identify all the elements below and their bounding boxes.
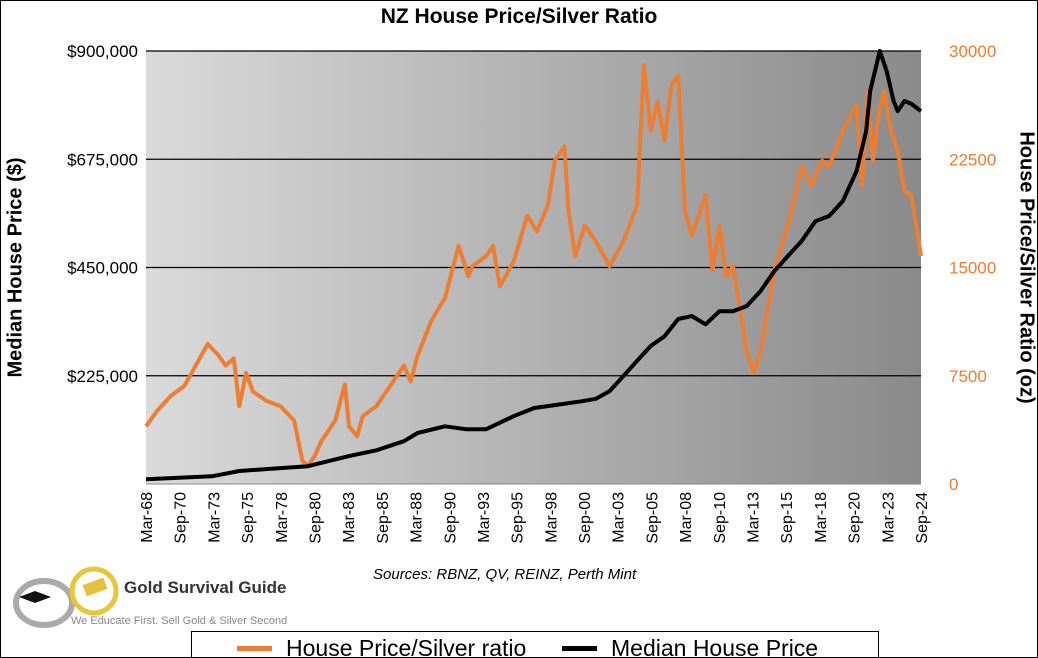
x-tick-label: Sep-80 (307, 492, 324, 544)
ratio-series-line (144, 63, 923, 468)
y-tick-label: $450,000 (67, 259, 138, 278)
x-tick-label: Mar-18 (813, 492, 830, 543)
x-tick-label: Sep-15 (779, 492, 796, 544)
x-tick-label: Mar-93 (476, 492, 493, 543)
y2-tick-label: 0 (949, 475, 958, 494)
x-tick-label: Sep-95 (510, 492, 527, 544)
y2-tick-label: 15000 (949, 259, 996, 278)
legend-swatch-orange (237, 646, 272, 651)
y2-tick-label: 30000 (949, 42, 996, 61)
legend-label: House Price/Silver ratio (286, 635, 527, 658)
x-tick-label: Mar-13 (746, 492, 763, 543)
x-tick-label: Mar-08 (678, 492, 695, 543)
x-tick-label: Sep-85 (375, 492, 392, 544)
x-tick-label: Mar-83 (341, 492, 358, 543)
svg-text:Gold Survival Guide: Gold Survival Guide (124, 578, 286, 597)
legend: House Price/Silver ratio Median House Pr… (191, 631, 879, 658)
y2-tick-label: 22500 (949, 150, 996, 169)
x-tick-label: Sep-24 (914, 492, 931, 544)
x-tick-label: Mar-88 (409, 492, 426, 543)
x-tick-label: Mar-78 (274, 492, 291, 543)
x-tick-label: Mar-68 (139, 492, 156, 543)
svg-text:We Educate First. Sell Gold &: We Educate First. Sell Gold & Silver Sec… (71, 615, 287, 627)
legend-swatch-black (562, 646, 597, 651)
house-price-series-line (145, 49, 923, 482)
x-tick-label: Sep-70 (173, 492, 190, 544)
logo: Gold Survival Guide We Educate First. Se… (9, 561, 299, 631)
x-tick-label: Sep-00 (577, 492, 594, 544)
x-tick-label: Sep-20 (847, 492, 864, 544)
x-tick-label: Mar-73 (206, 492, 223, 543)
legend-label: Median House Price (611, 635, 819, 658)
source-note: Sources: RBNZ, QV, REINZ, Perth Mint (373, 566, 637, 583)
legend-item-house-price: Median House Price (562, 635, 819, 658)
x-tick-label: Sep-90 (442, 492, 459, 544)
legend-item-ratio: House Price/Silver ratio (237, 635, 527, 658)
x-tick-label: Mar-98 (543, 492, 560, 543)
plot-area: $900,000 $675,000 $450,000 $225,000 30000 225… (67, 42, 996, 544)
chart-title: NZ House Price/Silver Ratio (380, 5, 658, 28)
y-tick-label: $225,000 (67, 367, 138, 386)
y-tick-label: $900,000 (67, 42, 138, 61)
x-tick-label: Mar-23 (880, 492, 897, 543)
x-tick-label: Sep-10 (712, 492, 729, 544)
x-tick-label: Mar-03 (611, 492, 628, 543)
y2-tick-label: 7500 (949, 367, 987, 386)
x-tick-label: Sep-75 (240, 492, 257, 544)
x-tick-label: Sep-05 (644, 492, 661, 544)
y-tick-label: $675,000 (67, 150, 138, 169)
